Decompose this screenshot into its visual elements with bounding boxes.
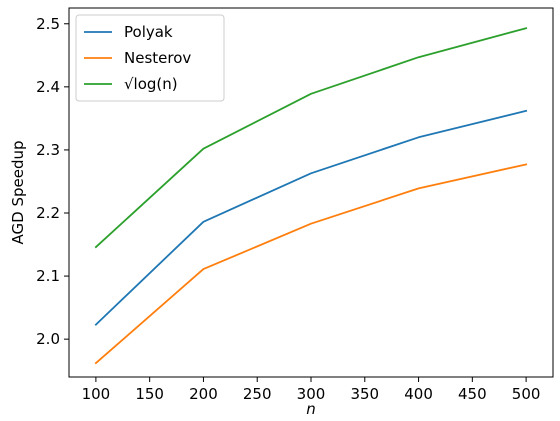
legend-label: √log(n) <box>124 75 178 93</box>
series-line-1 <box>94 163 528 365</box>
x-axis-ticks: 100 150 200 250 300 350 400 450 500 <box>82 377 541 403</box>
y-tick-label: 2.5 <box>36 15 60 33</box>
y-tick-label: 2.1 <box>36 267 60 285</box>
x-tick-label: 300 <box>297 385 326 403</box>
x-tick-label: 100 <box>82 385 111 403</box>
x-tick-label: 450 <box>458 385 487 403</box>
series-line-2 <box>94 27 528 249</box>
y-axis-ticks: 2.0 2.1 2.2 2.3 2.4 2.5 <box>36 15 69 348</box>
x-tick-label: 500 <box>512 385 541 403</box>
x-tick-label: 200 <box>189 385 218 403</box>
x-tick-label: 350 <box>350 385 379 403</box>
legend-box <box>75 14 225 102</box>
x-axis-label: n <box>306 400 316 418</box>
legend: Polyak Nesterov √log(n) <box>75 14 225 102</box>
x-tick-label: 250 <box>243 385 272 403</box>
x-tick-label: 400 <box>404 385 433 403</box>
y-tick-label: 2.2 <box>36 204 60 222</box>
y-tick-label: 2.0 <box>36 330 60 348</box>
legend-label: Polyak <box>124 23 173 41</box>
y-axis-label: AGD Speedup <box>9 141 27 245</box>
y-tick-label: 2.4 <box>36 78 60 96</box>
series-line-0 <box>94 109 528 326</box>
x-tick-label: 150 <box>135 385 164 403</box>
legend-label: Nesterov <box>124 49 191 67</box>
plot-lines <box>94 27 528 365</box>
y-tick-label: 2.3 <box>36 141 60 159</box>
